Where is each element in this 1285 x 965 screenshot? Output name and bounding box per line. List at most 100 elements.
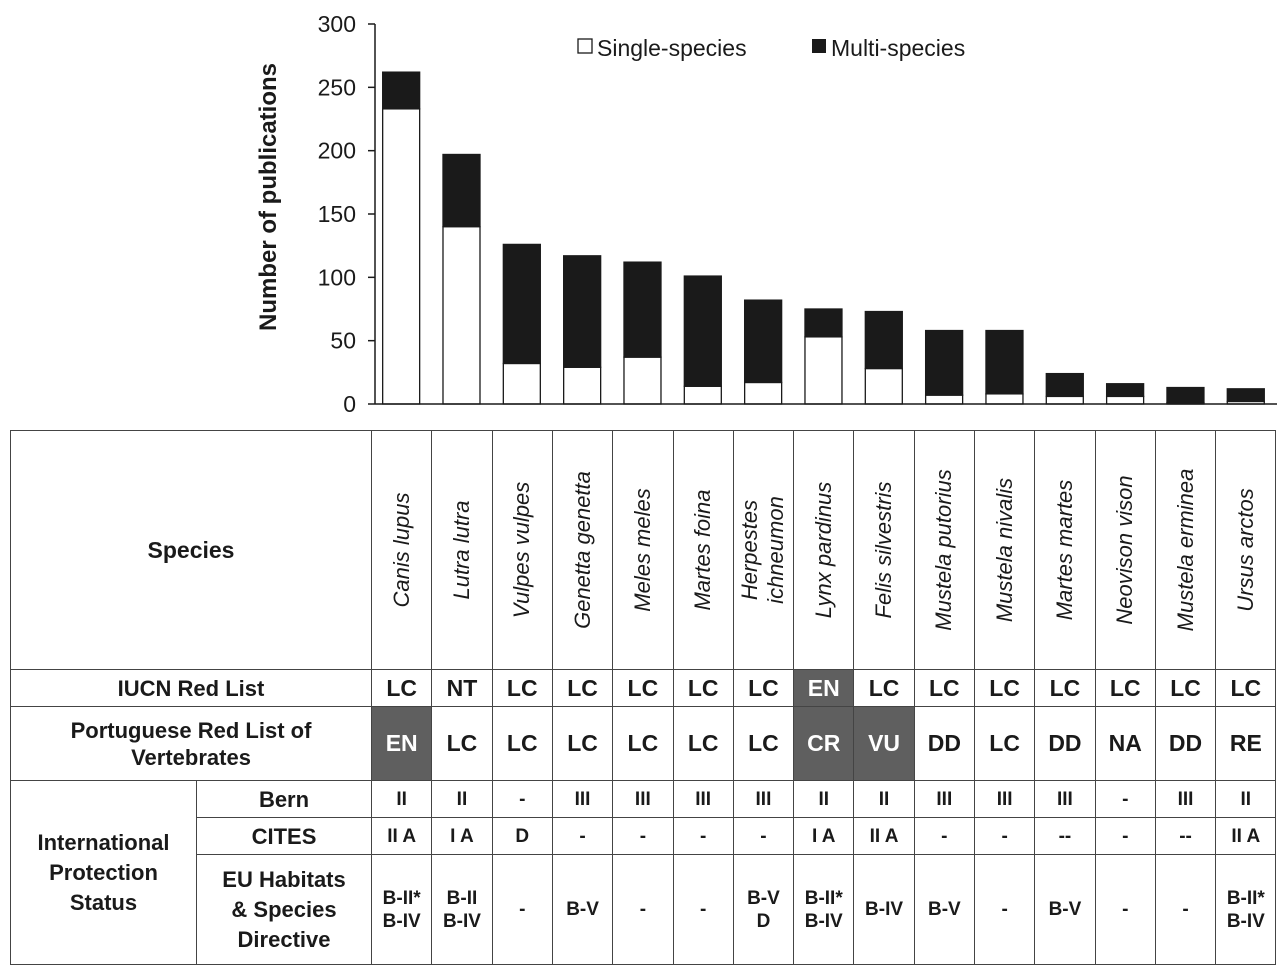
pt-cell: LC [551,706,614,781]
pt-cell: LC [672,706,734,781]
bar-multi-species [985,329,1024,395]
iucn-cell: LC [1094,669,1156,707]
bar-multi-species [502,243,541,365]
bar-multi-species [1045,372,1084,398]
legend-label-single: Single-species [597,35,747,61]
bar-single-species [623,356,662,405]
species-name: Genetta genetta [569,471,595,629]
eu-cell: B-II* B-IV [1215,854,1277,965]
cites-cell: I A [431,817,493,855]
bern-cell: II [371,780,433,818]
bern-cell: III [551,780,614,818]
species-name: Canis lupus [388,492,414,608]
portuguese-red-list-row: Portuguese Red List of Vertebrates EN LC L… [9,706,1277,781]
eu-directive-label: EU Habitats & Species Directive [195,854,373,965]
species-name: Mustela nivalis [991,477,1017,623]
bern-label: Bern [195,780,373,818]
bar-multi-species [442,153,481,228]
species-cell: Lynx pardinus [793,430,855,670]
bar-single-species [502,362,541,405]
y-tick-label: 150 [318,201,356,227]
legend: Single-species Multi-species [577,35,965,61]
eu-directive-row: EU Habitats & Species Directive B-II* B-… [11,854,1277,965]
eu-cell: - [491,854,553,965]
iucn-cell: LC [672,669,734,707]
bern-cell: - [491,780,553,818]
species-cell: Genetta genetta [551,430,614,670]
bar-multi-species [864,310,903,370]
species-name: Neovison vison [1112,475,1138,625]
iucn-cell: LC [913,669,975,707]
protection-status-label: International Protection Status [10,780,197,965]
bar-single-species [683,385,722,405]
iucn-cell: NT [431,669,493,707]
bar-multi-species [1226,388,1265,403]
y-tick-label: 100 [318,264,356,290]
eu-cell: B-II* B-IV [371,854,433,965]
species-cell: Lutra lutra [431,430,493,670]
species-cell: Felis silvestris [853,430,915,670]
cites-cell: - [1094,817,1156,855]
pt-cell: NA [1094,706,1156,781]
eu-cell: B-V [913,854,975,965]
bar-single-species [382,108,421,405]
pt-cell: EN [371,706,433,781]
species-info-table: Species Canis lupus Lutra lutra Vulpes v… [9,430,1277,965]
cites-cell: I A [793,817,855,855]
bern-cell: II [793,780,855,818]
bar-single-species [442,226,481,405]
y-tick-label: 0 [343,391,356,417]
species-cell: Canis lupus [371,430,433,670]
species-cell: Mustela erminea [1154,430,1217,670]
eu-cell: - [1094,854,1156,965]
bern-cell: - [1094,780,1156,818]
iucn-cell: LC [732,669,795,707]
species-cell: Meles meles [612,430,674,670]
cites-cell: - [913,817,975,855]
bar-single-species [743,381,783,405]
eu-cell: B-V D [732,854,795,965]
y-axis-title: Number of publications [255,63,282,331]
species-cell: Vulpes vulpes [491,430,553,670]
bar-single-species [864,367,903,405]
bar-single-species [1045,395,1084,405]
bern-cell: III [672,780,734,818]
bar-multi-species [804,308,843,338]
bar-multi-species [1166,386,1205,404]
eu-cell: B-V [1034,854,1096,965]
eu-cell: - [612,854,674,965]
pt-cell: DD [913,706,975,781]
species-cell: Neovison vison [1094,430,1156,670]
pt-cell: LC [973,706,1036,781]
species-name: Ursus arctos [1232,488,1258,612]
y-tick-label: 250 [318,74,356,100]
species-name: Martes martes [1051,479,1077,621]
species-name: Mustela putorius [931,469,957,631]
eu-cell: B-IV [853,854,915,965]
bar-single-species [985,393,1024,405]
y-axis: 0 50 100 150 200 250 300 [318,11,376,417]
pt-cell: RE [1215,706,1277,781]
eu-cell: B-II* B-IV [793,854,855,965]
eu-cell: B-V [551,854,614,965]
cites-cell: II A [853,817,915,855]
species-header: Species [9,430,373,670]
bar-single-species [563,366,602,405]
bars-group [382,71,1265,405]
eu-cell: - [1154,854,1217,965]
species-name: Lynx pardinus [810,481,836,619]
iucn-cell: LC [1215,669,1277,707]
bar-single-species [804,336,843,405]
cites-cell: - [551,817,614,855]
pt-cell: LC [732,706,795,781]
bern-cell: II [853,780,915,818]
iucn-cell: LC [1034,669,1096,707]
species-name: Meles meles [629,488,655,612]
eu-cell: - [672,854,734,965]
cites-cell: II A [1215,817,1277,855]
species-cell: Mustela nivalis [973,430,1036,670]
legend-swatch-single [577,38,593,54]
y-tick-label: 300 [318,11,356,37]
bern-cell: II [431,780,493,818]
